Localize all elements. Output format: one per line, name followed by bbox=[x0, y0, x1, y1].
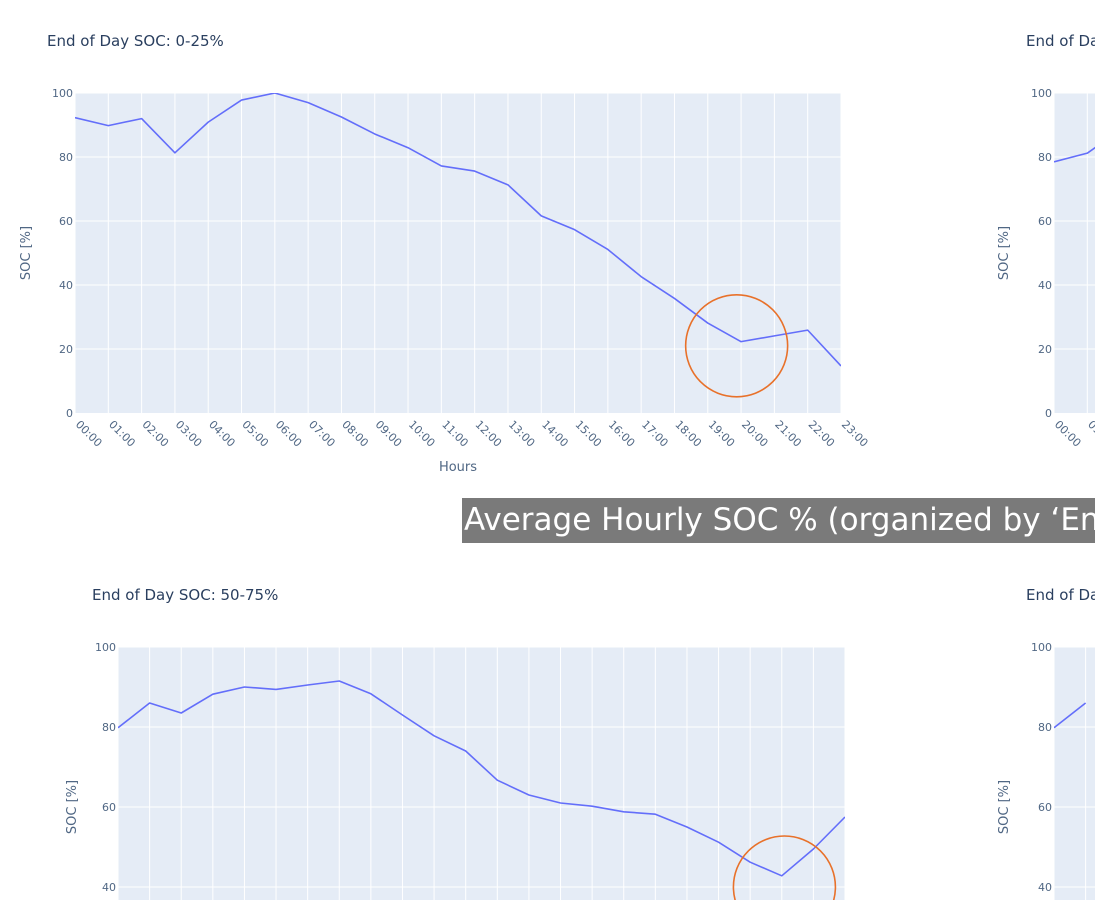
plot-area bbox=[118, 647, 845, 900]
y-tick-label: 60 bbox=[1038, 215, 1052, 228]
x-tick-label: 18:00 bbox=[672, 418, 704, 450]
y-tick-label: 0 bbox=[1045, 407, 1052, 420]
y-tick-label: 100 bbox=[95, 641, 116, 654]
x-tick-label: 20:00 bbox=[739, 418, 771, 450]
x-tick-label: 07:00 bbox=[306, 418, 338, 450]
x-tick-label: 01:00 bbox=[106, 418, 138, 450]
y-tick-label: 80 bbox=[1038, 151, 1052, 164]
banner-text: Average Hourly SOC % (organized by ‘End … bbox=[464, 502, 1095, 538]
plot-area bbox=[75, 93, 841, 413]
x-tick-label: 16:00 bbox=[606, 418, 638, 450]
x-tick-label: 09:00 bbox=[373, 418, 405, 450]
y-tick-label: 20 bbox=[1038, 343, 1052, 356]
y-tick-label: 40 bbox=[102, 881, 116, 894]
plot-area bbox=[1054, 93, 1095, 413]
y-tick-label: 40 bbox=[1038, 279, 1052, 292]
y-axis-label: SOC [%] bbox=[65, 780, 80, 834]
y-tick-label: 100 bbox=[52, 87, 73, 100]
x-tick-label: 00:00 bbox=[1052, 418, 1084, 450]
x-axis-label: Hours bbox=[439, 460, 477, 475]
y-axis-label: SOC [%] bbox=[997, 226, 1012, 280]
chart-title: End of Day SOC: 50-75% bbox=[92, 586, 278, 604]
y-tick-label: 80 bbox=[102, 721, 116, 734]
overlay-banner: Average Hourly SOC % (organized by ‘End … bbox=[462, 498, 1095, 543]
x-tick-label: 19:00 bbox=[706, 418, 738, 450]
y-tick-label: 100 bbox=[1031, 87, 1052, 100]
x-tick-label: 12:00 bbox=[473, 418, 505, 450]
y-tick-label: 0 bbox=[66, 407, 73, 420]
y-tick-label: 60 bbox=[59, 215, 73, 228]
y-tick-label: 60 bbox=[102, 801, 116, 814]
x-tick-label: 06:00 bbox=[273, 418, 305, 450]
x-tick-label: 00:00 bbox=[73, 418, 105, 450]
x-tick-label: 15:00 bbox=[572, 418, 604, 450]
chart-title: End of Day SOC: 25-50% bbox=[1026, 32, 1095, 50]
x-tick-label: 10:00 bbox=[406, 418, 438, 450]
y-tick-label: 80 bbox=[59, 151, 73, 164]
x-tick-label: 05:00 bbox=[239, 418, 271, 450]
x-tick-label: 01:00 bbox=[1085, 418, 1095, 450]
series-line bbox=[118, 680, 845, 877]
y-tick-label: 40 bbox=[1038, 881, 1052, 894]
x-tick-label: 13:00 bbox=[506, 418, 538, 450]
x-tick-label: 17:00 bbox=[639, 418, 671, 450]
y-tick-label: 100 bbox=[1031, 641, 1052, 654]
chart-title: End of Day SOC: 0-25% bbox=[47, 32, 224, 50]
x-tick-label: 23:00 bbox=[839, 418, 871, 450]
y-tick-label: 20 bbox=[59, 343, 73, 356]
x-tick-label: 21:00 bbox=[772, 418, 804, 450]
x-tick-label: 14:00 bbox=[539, 418, 571, 450]
series-line bbox=[1054, 702, 1087, 729]
y-tick-label: 60 bbox=[1038, 801, 1052, 814]
y-tick-label: 80 bbox=[1038, 721, 1052, 734]
series-line bbox=[75, 93, 841, 367]
highlight-circle bbox=[684, 293, 789, 398]
y-axis-label: SOC [%] bbox=[997, 780, 1012, 834]
x-tick-label: 22:00 bbox=[806, 418, 838, 450]
highlight-circle bbox=[732, 835, 837, 900]
y-tick-label: 40 bbox=[59, 279, 73, 292]
plot-area bbox=[1054, 647, 1095, 900]
chart-panel-2: 0 20 40 60 80 100 End of Day SOC: 25-50% SOC [%… bbox=[997, 32, 1095, 450]
x-tick-label: 08:00 bbox=[339, 418, 371, 450]
x-tick-label: 02:00 bbox=[139, 418, 171, 450]
x-tick-label: 11:00 bbox=[439, 418, 471, 450]
chart-panel-1: 0 20 40 60 80 100 End of Day SOC: 0-25% SOC [%]… bbox=[19, 32, 870, 475]
x-tick-label: 04:00 bbox=[206, 418, 238, 450]
x-tick-label: 03:00 bbox=[173, 418, 205, 450]
chart-title: End of Day SOC: 75-100% bbox=[1026, 586, 1095, 604]
y-axis-label: SOC [%] bbox=[19, 226, 34, 280]
